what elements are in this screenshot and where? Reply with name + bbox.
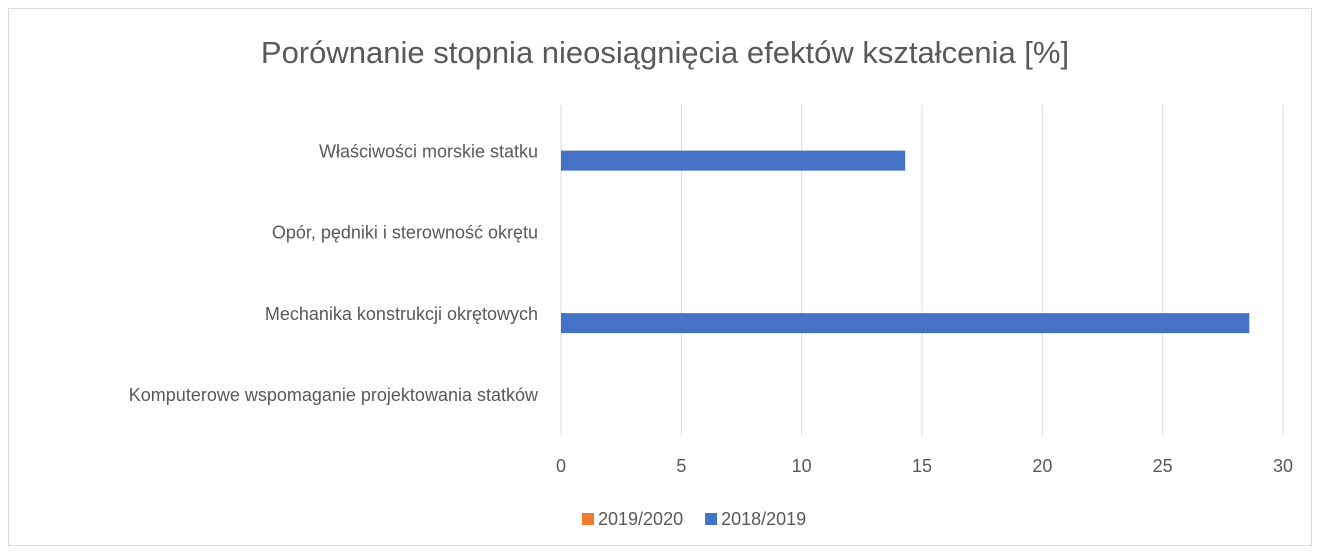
y-tick-label: Komputerowe wspomaganie projektowania st… (129, 385, 539, 405)
bar (561, 313, 1250, 334)
x-tick-label: 30 (1273, 456, 1293, 476)
y-tick-label: Właściwości morskie statku (319, 141, 538, 161)
legend-swatch (582, 513, 594, 525)
x-tick-label: 15 (912, 456, 932, 476)
chart-title: Porównanie stopnia nieosiągnięcia efektó… (261, 35, 1069, 70)
x-tick-label: 10 (792, 456, 812, 476)
y-tick-label: Opór, pędniki i sterowność okrętu (272, 223, 538, 243)
legend-label: 2018/2019 (721, 509, 806, 529)
x-tick-label: 5 (676, 456, 686, 476)
chart-border (8, 8, 1312, 546)
legend-label: 2019/2020 (598, 509, 683, 529)
bar (561, 150, 906, 171)
x-tick-label: 20 (1032, 456, 1052, 476)
y-tick-label: Mechanika konstrukcji okrętowych (265, 304, 538, 324)
x-tick-label: 25 (1153, 456, 1173, 476)
x-tick-label: 0 (556, 456, 566, 476)
legend-swatch (705, 513, 718, 525)
